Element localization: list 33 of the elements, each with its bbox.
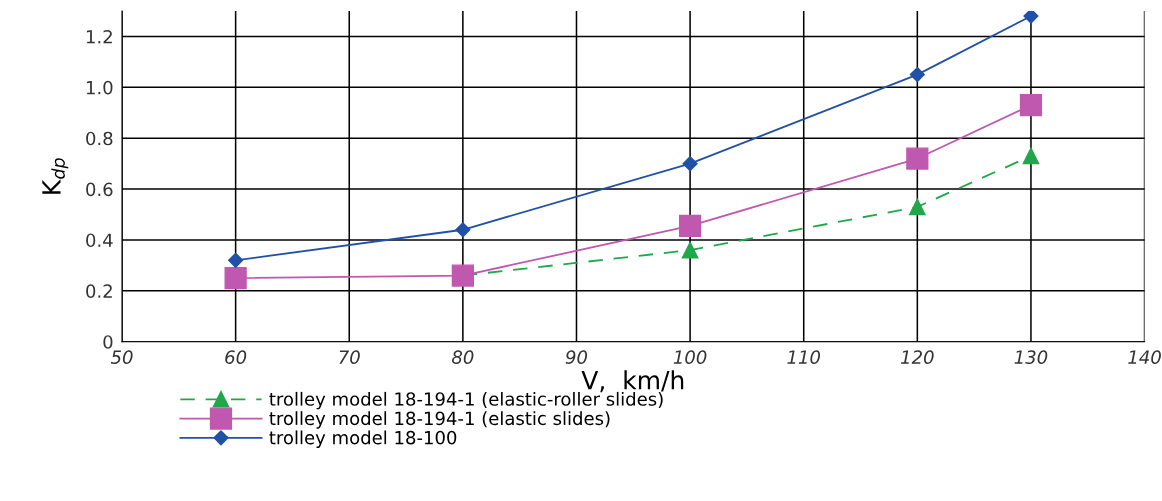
point xyxy=(455,222,471,238)
y-tick-label: 1.0 xyxy=(86,80,113,95)
point xyxy=(228,252,244,268)
x-tick-label: 60 xyxy=(225,350,247,364)
x-tick-label: 100 xyxy=(673,350,707,364)
y-axis-title: K$_{dp}$ xyxy=(42,158,69,194)
legend-label: trolley model 18-100 xyxy=(269,430,457,448)
y-tick-label: 0 xyxy=(103,335,113,349)
point xyxy=(1019,94,1043,117)
legend-label: trolley model 18-194-1 (elastic slides) xyxy=(269,411,610,429)
y-tick-label: 1.2 xyxy=(86,29,112,44)
point xyxy=(906,147,929,170)
x-tick-label: 90 xyxy=(565,350,588,364)
x-tick-label: 130 xyxy=(1014,350,1048,364)
point xyxy=(1023,11,1039,24)
point xyxy=(1022,147,1040,165)
point xyxy=(909,67,925,83)
y-tick-label: 0.4 xyxy=(86,233,113,248)
point xyxy=(682,156,698,172)
x-tick-label: 140 xyxy=(1128,350,1161,364)
y-tick-label: 0.8 xyxy=(86,131,113,146)
x-tick-label: 50 xyxy=(110,350,133,364)
point xyxy=(224,266,247,290)
x-tick-label: 70 xyxy=(339,350,360,364)
point xyxy=(681,241,699,259)
y-tick-label: 0.2 xyxy=(86,284,112,298)
x-axis-title: V, km/h xyxy=(581,370,684,393)
point xyxy=(678,214,702,238)
y-tick-label: 0.6 xyxy=(86,182,113,197)
x-tick-label: 80 xyxy=(451,350,474,364)
x-tick-label: 120 xyxy=(900,350,934,364)
point xyxy=(909,198,926,216)
x-tick-label: 110 xyxy=(787,350,821,364)
